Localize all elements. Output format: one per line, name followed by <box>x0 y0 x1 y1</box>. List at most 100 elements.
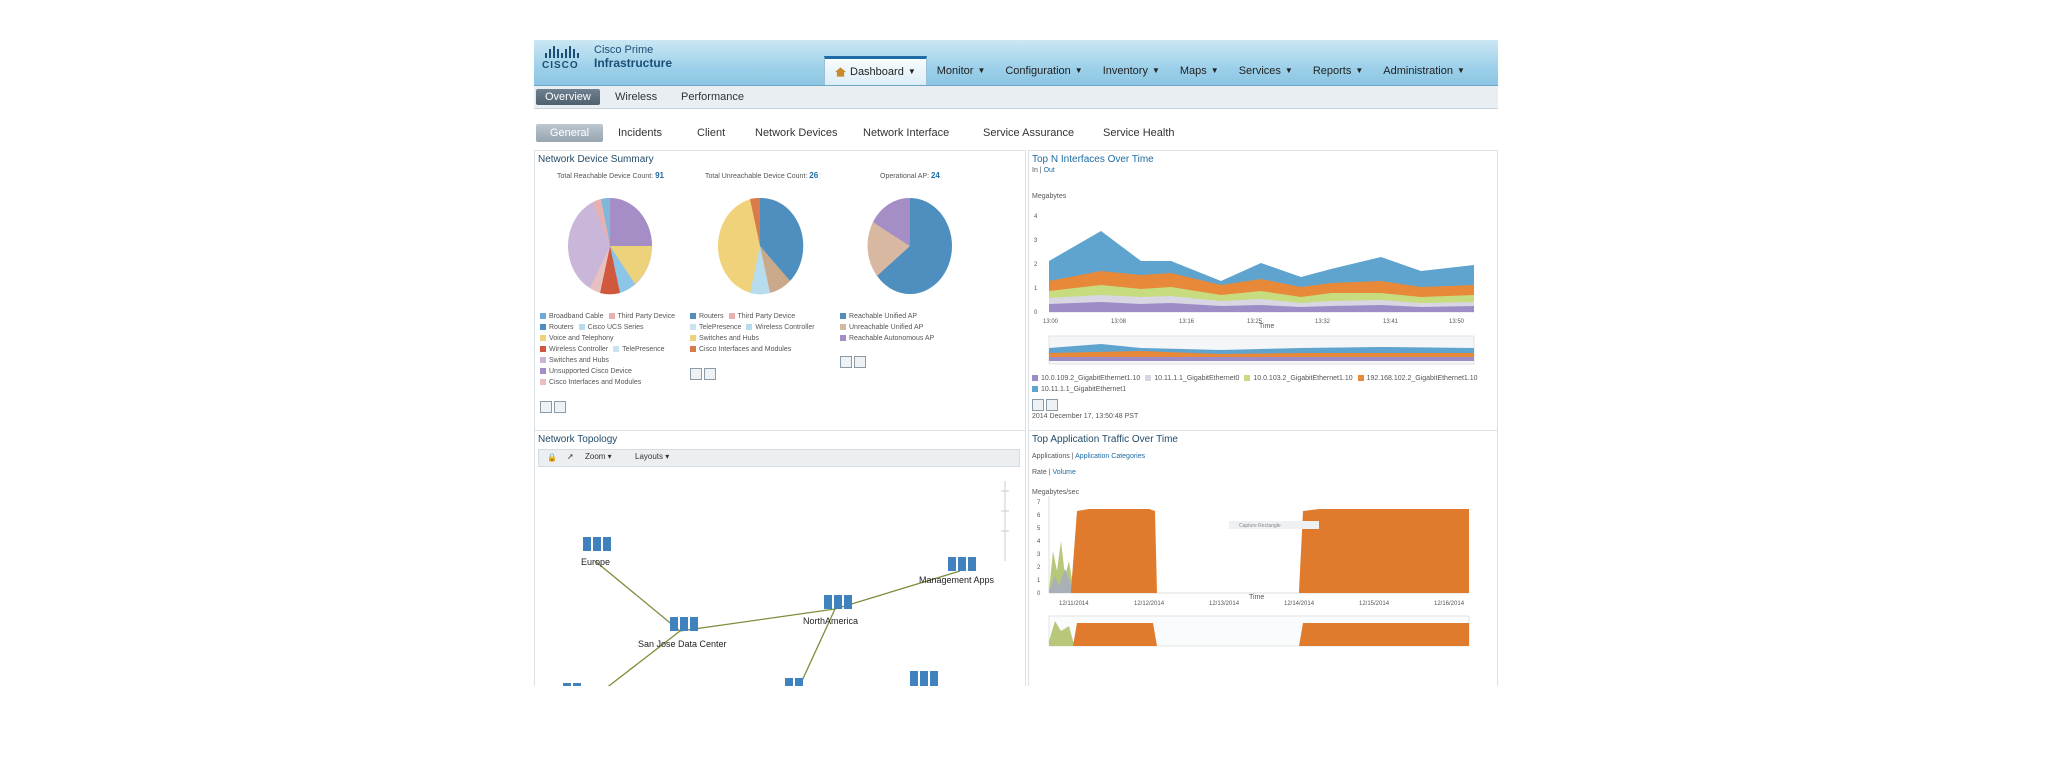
zoom-menu[interactable]: Zoom ▾ <box>585 452 612 461</box>
nav-reports[interactable]: Reports ▼ <box>1303 56 1373 85</box>
chevron-down-icon: ▼ <box>1151 65 1160 75</box>
node-label-northamerica: NorthAmerica <box>803 616 858 626</box>
pointer-icon[interactable]: ➚ <box>567 452 574 461</box>
applications-link[interactable]: Applications <box>1032 453 1070 460</box>
x-tick: 12/11/2014 <box>1059 601 1089 607</box>
building-icon <box>563 683 571 686</box>
nav-administration[interactable]: Administration ▼ <box>1373 56 1475 85</box>
series-area <box>1071 509 1157 593</box>
unreachable-count: Total Unreachable Device Count: 26 <box>705 171 819 180</box>
building-icon <box>670 617 678 631</box>
chevron-down-icon: ▼ <box>907 67 916 76</box>
in-out-toggle: In | Out <box>1032 167 1055 174</box>
tab-incidents[interactable]: Incidents <box>618 127 663 139</box>
in-link[interactable]: In <box>1032 167 1038 174</box>
navigator-area <box>1049 621 1077 646</box>
tab-client[interactable]: Client <box>697 127 726 139</box>
nav-configuration[interactable]: Configuration ▼ <box>995 56 1092 85</box>
application-categories-link[interactable]: Application Categories <box>1075 453 1146 460</box>
capture-rectangle <box>1229 521 1319 529</box>
chevron-down-icon: ▼ <box>1355 65 1364 75</box>
y-tick: 0 <box>1037 591 1041 597</box>
top-n-legend: 10.0.109.2_GigabitEthernet1.10 10.11.1.1… <box>1032 373 1492 395</box>
chevron-down-icon: ▼ <box>977 65 986 75</box>
out-link[interactable]: Out <box>1043 167 1055 174</box>
y-tick: 3 <box>1034 238 1038 244</box>
ap-chart-tools <box>840 356 866 368</box>
rate-volume-toggle: Rate | Volume <box>1032 469 1076 476</box>
layouts-menu[interactable]: Layouts ▾ <box>635 452 670 461</box>
app-traffic-chart: 7 6 5 4 3 2 1 0 Capture Rectangle 12/11/… <box>1037 496 1470 647</box>
building-icon <box>948 557 956 571</box>
nav-inventory[interactable]: Inventory ▼ <box>1093 56 1170 85</box>
chart-view-icon[interactable] <box>1032 399 1044 411</box>
x-tick: 13:16 <box>1179 319 1195 325</box>
dashboard-tabs: General Incidents Client Network Devices… <box>534 124 1498 144</box>
x-tick: 13:00 <box>1043 319 1059 325</box>
navigator-area <box>1049 357 1474 361</box>
x-tick: 13:41 <box>1383 319 1399 325</box>
x-ticks: 13:00 13:08 13:16 13:25 13:32 13:41 13:5… <box>1043 319 1465 325</box>
table-view-icon[interactable] <box>704 368 716 380</box>
building-icon <box>824 595 832 609</box>
unreachable-chart-tools <box>690 368 716 380</box>
tab-service-assurance[interactable]: Service Assurance <box>983 127 1075 139</box>
top-n-area-chart: 4 3 2 1 0 13:00 13:08 13:16 13:25 13:32 … <box>1034 214 1475 365</box>
network-device-summary-panel: Network Device Summary Total Reachable D… <box>534 150 1026 464</box>
y-tick: 7 <box>1037 500 1041 506</box>
ap-count: Operational AP: 24 <box>880 171 940 180</box>
nav-services[interactable]: Services ▼ <box>1229 56 1303 85</box>
x-tick: 12/14/2014 <box>1284 601 1315 607</box>
capture-rectangle-label: Capture Rectangle <box>1239 523 1281 529</box>
volume-link[interactable]: Volume <box>1052 469 1076 476</box>
navigator-area <box>1073 623 1157 646</box>
table-view-icon[interactable] <box>1046 399 1058 411</box>
unreachable-pie-chart <box>718 197 804 295</box>
tab-service-health[interactable]: Service Health <box>1103 127 1175 139</box>
x-tick: 12/15/2014 <box>1359 601 1390 607</box>
top-application-traffic-panel: Top Application Traffic Over Time Applic… <box>1028 430 1498 686</box>
tab-network-devices[interactable]: Network Devices <box>755 127 838 139</box>
unreachable-legend: Routers Third Party Device TelePresence Wi… <box>690 311 815 355</box>
y-ticks: 7 6 5 4 3 2 1 0 <box>1037 500 1041 597</box>
y-tick: 5 <box>1037 526 1041 532</box>
y-axis-label: Megabytes <box>1032 193 1067 200</box>
nav-dashboard[interactable]: Dashboard ▼ <box>824 56 927 85</box>
y-tick: 4 <box>1034 214 1038 220</box>
rate-link[interactable]: Rate <box>1032 469 1047 476</box>
y-axis-label: Megabytes/sec <box>1032 489 1080 496</box>
y-tick: 3 <box>1037 552 1041 558</box>
subnav-overview[interactable]: Overview <box>536 89 600 105</box>
table-view-icon[interactable] <box>554 401 566 413</box>
app-window: CISCO Cisco Prime Infrastructure Dashboa… <box>534 40 1498 686</box>
subnav-performance[interactable]: Performance <box>681 91 744 103</box>
chevron-down-icon: ▼ <box>1074 65 1083 75</box>
main-nav: Dashboard ▼ Monitor ▼ Configuration ▼ Inven… <box>824 56 1475 85</box>
table-view-icon[interactable] <box>854 356 866 368</box>
y-ticks: 4 3 2 1 0 <box>1034 214 1038 316</box>
chart-view-icon[interactable] <box>540 401 552 413</box>
x-tick: 12/16/2014 <box>1434 601 1465 607</box>
home-icon <box>835 67 846 77</box>
reachable-legend: Broadband Cable Third Party Device Router… <box>540 311 675 388</box>
lock-icon[interactable]: 🔒 <box>547 453 557 462</box>
tab-general[interactable]: General <box>536 124 603 142</box>
tab-network-interface[interactable]: Network Interface <box>863 127 950 139</box>
chart-view-icon[interactable] <box>840 356 852 368</box>
panel-title: Top Application Traffic Over Time <box>1032 434 1178 445</box>
reachable-count: Total Reachable Device Count: 91 <box>557 171 664 180</box>
chart-view-icon[interactable] <box>690 368 702 380</box>
x-tick: 13:50 <box>1449 319 1465 325</box>
header-bar: CISCO Cisco Prime Infrastructure Dashboa… <box>534 40 1498 86</box>
y-tick: 0 <box>1034 310 1038 316</box>
building-icon <box>785 678 793 686</box>
topology-toolbar: 🔒 ➚ Zoom ▾ Layouts ▾ <box>538 449 1020 467</box>
nav-maps[interactable]: Maps ▼ <box>1170 56 1229 85</box>
navigator-area <box>1299 623 1469 646</box>
subnav-wireless[interactable]: Wireless <box>615 91 658 103</box>
x-tick: 13:08 <box>1111 319 1127 325</box>
chevron-down-icon: ▼ <box>1284 65 1293 75</box>
y-tick: 1 <box>1034 286 1038 292</box>
y-tick: 1 <box>1037 578 1041 584</box>
nav-monitor[interactable]: Monitor ▼ <box>927 56 996 85</box>
